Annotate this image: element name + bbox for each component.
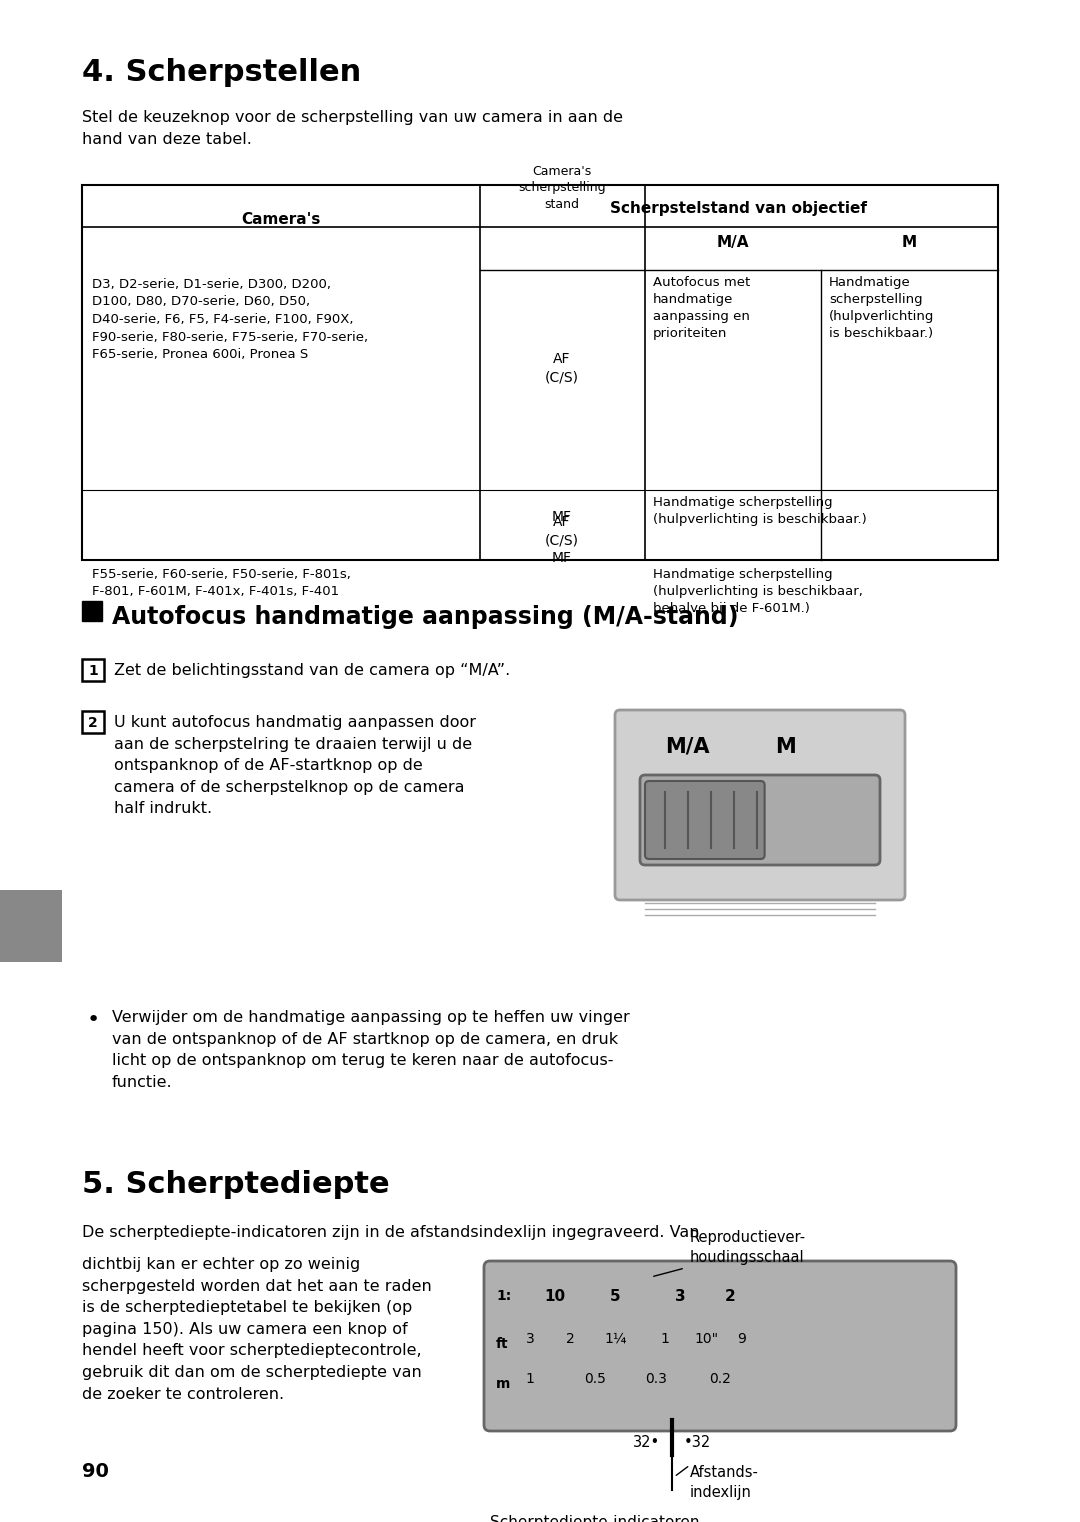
Text: Scherpstelstand van objectief: Scherpstelstand van objectief	[610, 201, 867, 216]
Text: 10: 10	[544, 1289, 566, 1304]
Text: 3: 3	[675, 1289, 686, 1304]
Text: MF: MF	[552, 510, 572, 524]
Text: 1: 1	[526, 1371, 535, 1387]
Bar	[82, 186, 998, 560]
Text: 32•: 32•	[633, 1435, 660, 1450]
Text: Handmatige scherpstelling
(hulpverlichting is beschikbaar.): Handmatige scherpstelling (hulpverlichti…	[653, 496, 867, 527]
FancyBboxPatch shape	[615, 709, 905, 900]
Bar	[82, 601, 102, 621]
Text: M: M	[775, 737, 796, 756]
FancyBboxPatch shape	[645, 781, 765, 858]
Text: Afstands-
indexlijn: Afstands- indexlijn	[690, 1466, 759, 1499]
Text: 2: 2	[725, 1289, 735, 1304]
Text: F55-serie, F60-serie, F50-serie, F-801s,
F-801, F-601M, F-401x, F-401s, F-401: F55-serie, F60-serie, F50-serie, F-801s,…	[92, 568, 351, 598]
Text: Handmatige scherpstelling
(hulpverlichting is beschikbaar,
behalve bij de F-601M: Handmatige scherpstelling (hulpverlichti…	[653, 568, 863, 615]
Text: 5: 5	[610, 1289, 620, 1304]
Text: 1: 1	[89, 664, 98, 677]
Text: 0.5: 0.5	[584, 1371, 606, 1387]
Text: M/A: M/A	[717, 234, 750, 250]
Text: dichtbij kan er echter op zo weinig
scherpgesteld worden dat het aan te raden
is: dichtbij kan er echter op zo weinig sche…	[82, 1257, 432, 1402]
Text: M/A: M/A	[665, 737, 710, 756]
Text: Verwijder om de handmatige aanpassing op te heffen uw vinger
van de ontspanknop : Verwijder om de handmatige aanpassing op…	[112, 1011, 630, 1090]
Text: •: •	[87, 1011, 100, 1030]
Text: Camera's: Camera's	[241, 212, 321, 227]
Text: Stel de keuzeknop voor de scherpstelling van uw camera in aan de
hand van deze t: Stel de keuzeknop voor de scherpstelling…	[82, 110, 623, 148]
Text: 90: 90	[82, 1463, 109, 1481]
Text: 2: 2	[566, 1332, 575, 1345]
Text: 0.3: 0.3	[645, 1371, 667, 1387]
Text: AF
(C/S)
MF: AF (C/S) MF	[545, 514, 579, 565]
Text: Scherptediepte-indicatoren: Scherptediepte-indicatoren	[490, 1514, 700, 1522]
FancyBboxPatch shape	[484, 1262, 956, 1431]
Text: AF
(C/S): AF (C/S)	[545, 352, 579, 384]
Text: De scherptediepte-indicatoren zijn in de afstandsindexlijn ingegraveerd. Van: De scherptediepte-indicatoren zijn in de…	[82, 1225, 700, 1240]
Text: M: M	[902, 234, 917, 250]
Text: Reproductiever-
houdingsschaal: Reproductiever- houdingsschaal	[690, 1230, 806, 1265]
Text: D3, D2-serie, D1-serie, D300, D200,
D100, D80, D70-serie, D60, D50,
D40-serie, F: D3, D2-serie, D1-serie, D300, D200, D100…	[92, 279, 368, 361]
Text: 1¼: 1¼	[605, 1332, 627, 1345]
Text: Camera's
scherpstelling
stand: Camera's scherpstelling stand	[518, 164, 606, 212]
Text: Handmatige
scherpstelling
(hulpverlichting
is beschikbaar.): Handmatige scherpstelling (hulpverlichti…	[829, 275, 934, 339]
Text: U kunt autofocus handmatig aanpassen door
aan de scherpstelring te draaien terwi: U kunt autofocus handmatig aanpassen doo…	[114, 715, 476, 816]
Bar	[0, 890, 62, 962]
Text: m: m	[496, 1377, 511, 1391]
FancyBboxPatch shape	[640, 775, 880, 864]
Text: Autofocus handmatige aanpassing (M/A-stand): Autofocus handmatige aanpassing (M/A-sta…	[112, 606, 739, 629]
Bar	[82, 711, 104, 734]
Text: NI: NI	[17, 909, 44, 928]
Bar	[82, 659, 104, 680]
Text: 0.2: 0.2	[710, 1371, 731, 1387]
Text: ft: ft	[496, 1336, 509, 1352]
Text: 1: 1	[661, 1332, 670, 1345]
Text: 9: 9	[738, 1332, 746, 1345]
Text: 2: 2	[89, 715, 98, 731]
Text: 5. Scherptediepte: 5. Scherptediepte	[82, 1170, 390, 1199]
Text: 1:: 1:	[496, 1289, 511, 1303]
Text: Autofocus met
handmatige
aanpassing en
prioriteiten: Autofocus met handmatige aanpassing en p…	[653, 275, 751, 339]
Text: Zet de belichtingsstand van de camera op “M/A”.: Zet de belichtingsstand van de camera op…	[114, 664, 510, 677]
Text: 3: 3	[526, 1332, 535, 1345]
Text: •32: •32	[684, 1435, 712, 1450]
Text: 10": 10"	[694, 1332, 718, 1345]
Text: 4. Scherpstellen: 4. Scherpstellen	[82, 58, 361, 87]
